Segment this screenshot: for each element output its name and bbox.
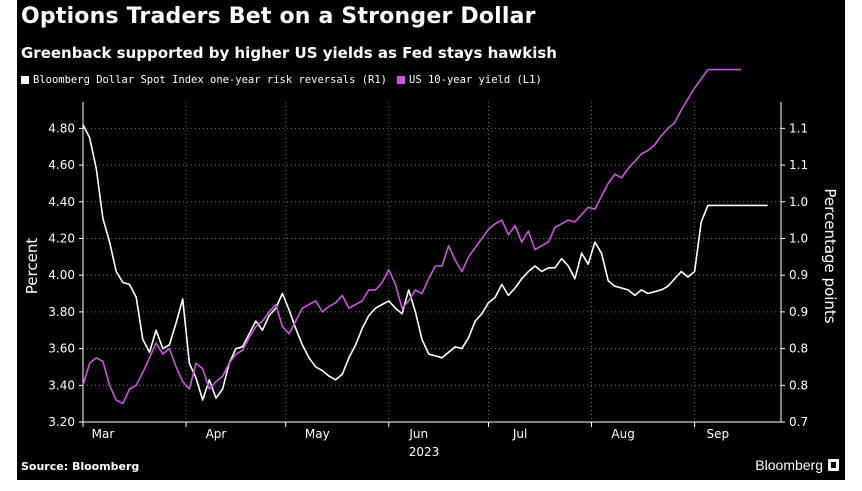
y-axis-title-left: Percent — [23, 238, 41, 295]
y-tick-label-left: 3.80 — [48, 305, 75, 319]
legend-item-us-yield: US 10-year yield (L1) — [397, 74, 542, 86]
y-tick-label-left: 3.60 — [48, 342, 75, 356]
series-line-us-10y-yield — [82, 68, 742, 405]
y-tick-label-right: 0.9 — [789, 268, 808, 282]
x-tick-label: Jun — [408, 427, 428, 441]
legend: Bloomberg Dollar Spot Index one-year ris… — [21, 74, 552, 86]
legend-swatch-white — [21, 76, 29, 84]
x-tick-label: May — [305, 427, 330, 441]
y-tick-label-right: 0.7 — [789, 415, 808, 429]
y-tick-label-left: 3.20 — [48, 415, 75, 429]
y-tick-label-left: 4.00 — [48, 268, 75, 282]
y-tick-label-left: 4.40 — [48, 195, 75, 209]
legend-label-risk-reversals: Bloomberg Dollar Spot Index one-year ris… — [33, 74, 388, 86]
source-note: Source: Bloomberg — [21, 460, 140, 473]
chart-plot: 3.20 0.7 3.40 0.8 3.60 0.8 3.80 0.9 4.00 0.9 4.20 1… — [23, 68, 839, 459]
chart-subtitle: Greenback supported by higher US yields … — [21, 44, 557, 62]
y-tick-label-right: 0.8 — [789, 342, 808, 356]
y-axis-title-right: Percentage points — [821, 188, 839, 323]
y-tick-label-left: 4.80 — [48, 121, 75, 135]
y-tick-label-right: 1.1 — [789, 121, 808, 135]
x-tick-label: Apr — [206, 427, 227, 441]
chart-title: Options Traders Bet on a Stronger Dollar — [21, 4, 536, 29]
bloomberg-icon — [828, 459, 839, 471]
legend-item-risk-reversals: Bloomberg Dollar Spot Index one-year ris… — [21, 74, 387, 86]
x-axis-year-label: 2023 — [409, 445, 440, 459]
y-tick-label-left: 4.20 — [48, 231, 75, 245]
x-tick-label: Aug — [611, 427, 634, 441]
y-tick-label-left: 4.60 — [48, 158, 75, 172]
brand-name: Bloomberg — [755, 457, 823, 473]
chart-frame: Options Traders Bet on a Stronger Dollar… — [17, 0, 845, 480]
x-tick-label: Sep — [707, 427, 730, 441]
y-tick-label-right: 0.9 — [789, 305, 808, 319]
legend-label-us-yield: US 10-year yield (L1) — [409, 74, 542, 86]
series-line-risk-reversals — [82, 124, 768, 401]
x-tick-label: Mar — [92, 427, 115, 441]
bloomberg-logo: Bloomberg — [755, 457, 839, 473]
y-tick-label-left: 3.40 — [48, 378, 75, 392]
y-tick-label-right: 0.8 — [789, 378, 808, 392]
y-tick-label-right: 1.1 — [789, 158, 808, 172]
y-tick-label-right: 1.0 — [789, 195, 808, 209]
x-tick-label: Jul — [512, 427, 527, 441]
y-tick-label-right: 1.0 — [789, 231, 808, 245]
legend-swatch-purple — [397, 76, 406, 84]
